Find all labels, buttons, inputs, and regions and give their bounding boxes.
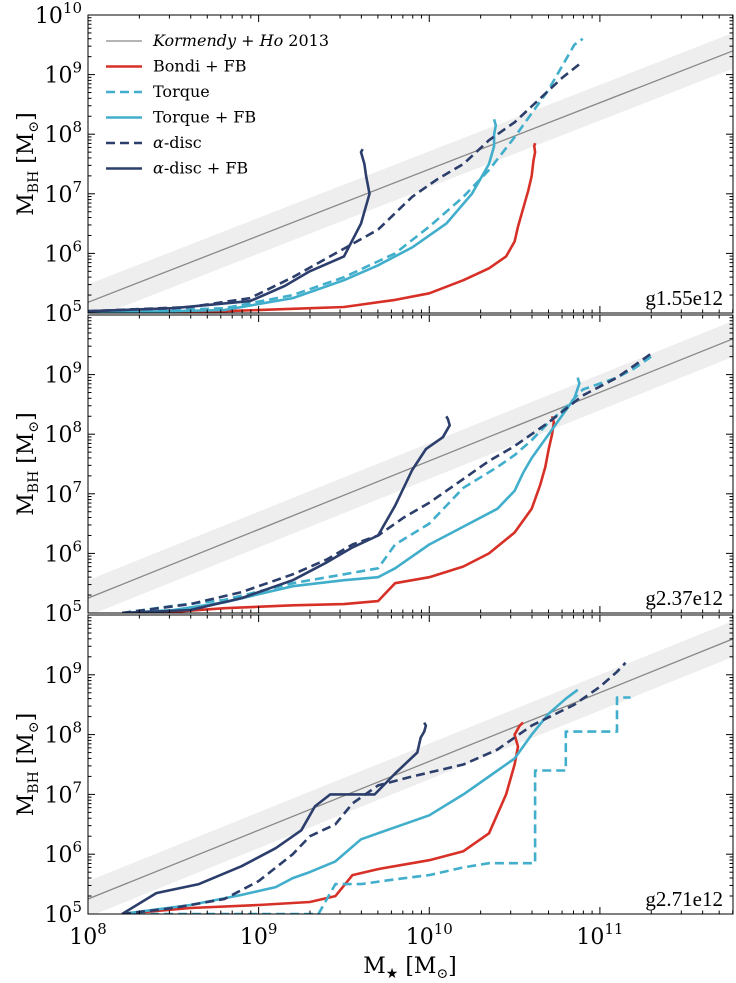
y-axis-label: MBH [M⊙] [14,112,42,215]
panel-2: 105 106 107 108 109 g2.37e12 MBH [M⊙] [14,314,734,627]
series-alpha [121,661,627,914]
legend-label: Bondi + FB [153,57,247,76]
series-torque [121,355,652,613]
panel-frame [87,314,734,614]
legend-item-torque: Torque [106,82,210,101]
y-tick-label: 105 [44,297,82,327]
legend-label: Torque [153,82,210,101]
y-axis-label: MBH [M⊙] [14,412,42,515]
y-tick-label: 1010 [35,0,82,29]
series-alpha [121,352,652,613]
legend-item-bondi_fb: Bondi + FB [106,57,247,76]
x-tick-label: 1010 [406,920,453,950]
series-kh [88,50,733,303]
y-tick-label: 108 [44,118,82,148]
y-tick-label: 107 [44,178,82,208]
y-axis-label: MBH [M⊙] [14,713,42,816]
x-tick-label: 109 [240,920,278,950]
panel-label: g1.55e12 [645,286,723,310]
series-alpha [88,60,584,313]
legend-label: Torque + FB [153,108,256,127]
legend: Kormendy + Ho 2013 Bondi + FB Torque Torque… [106,31,329,178]
plot-area [88,620,733,914]
legend-item-alpha_fb: α-disc + FB [106,159,248,178]
series-bondi_fb [88,142,537,313]
plot-area [88,320,733,613]
y-tick-label: 106 [44,537,82,567]
ticks [87,315,734,614]
legend-item-alpha: α-disc [106,133,202,152]
ticks [87,15,734,314]
y-tick-label: 106 [44,838,82,868]
y-tick-label: 109 [44,659,82,689]
series-alpha_fb [88,148,371,313]
y-tick-label: 109 [44,59,82,89]
series-bondi_fb [156,415,556,613]
panel-label: g2.71e12 [645,887,723,911]
series-torque_fb [121,688,579,914]
series-torque_fb [88,118,498,313]
series-kh [88,338,733,599]
legend-item-torque_fb: Torque + FB [106,108,256,127]
legend-label: Kormendy + Ho 2013 [152,31,329,50]
series-bondi_fb [121,721,524,914]
series-torque_fb [122,377,581,613]
scatter-band [88,320,733,613]
series-torque [88,37,584,313]
panel-label: g2.37e12 [645,586,723,610]
y-tick-label: 108 [44,719,82,749]
panel-frame [87,614,734,915]
ticks [87,615,734,915]
y-tick-label: 105 [44,597,82,627]
y-tick-label: 106 [44,237,82,267]
x-tick-label: 108 [69,920,107,950]
y-tick-label: 105 [44,898,82,928]
scatter-band [88,32,733,313]
panel-1: 105 106 107 108 109 1010 g1.55e12 MBH [M⊙] [14,0,734,327]
plot-area [88,32,733,313]
series-alpha_fb [122,415,452,613]
panel-frame [87,14,734,314]
series-kh [88,638,733,900]
x-tick-label: 1011 [576,920,623,950]
y-tick-label: 109 [44,359,82,389]
legend-label: α-disc [153,133,202,152]
legend-label: α-disc + FB [153,159,248,178]
series-torque [122,696,631,914]
y-tick-label: 107 [44,478,82,508]
x-axis-label: M★ [M⊙] [363,954,457,982]
y-tick-label: 107 [44,778,82,808]
series-alpha_fb [121,721,428,914]
legend-item-kh: Kormendy + Ho 2013 [106,31,329,50]
y-tick-label: 108 [44,418,82,448]
